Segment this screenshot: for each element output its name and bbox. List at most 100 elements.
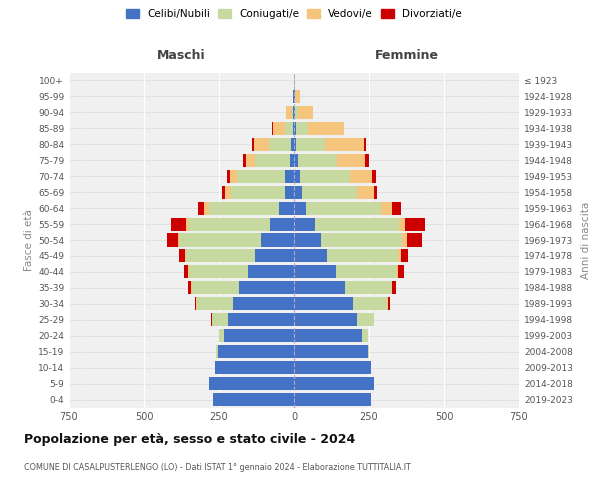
Bar [279, 202, 294, 214]
Text: COMUNE DI CASALPUSTERLENGO (LO) - Dati ISTAT 1° gennaio 2024 - Elaborazione TUTT: COMUNE DI CASALPUSTERLENGO (LO) - Dati I… [24, 462, 411, 471]
Bar [321, 234, 402, 246]
Bar [237, 170, 285, 182]
Bar [286, 106, 292, 119]
Bar [293, 90, 294, 103]
Bar [246, 154, 255, 167]
Bar [225, 186, 231, 198]
Bar [372, 170, 376, 182]
Bar [293, 106, 294, 119]
Bar [298, 106, 313, 119]
Bar [186, 250, 255, 262]
Y-axis label: Anni di nascita: Anni di nascita [581, 202, 592, 278]
Bar [209, 202, 279, 214]
Bar [291, 138, 294, 151]
Bar [398, 250, 401, 262]
Bar [261, 234, 294, 246]
Bar [215, 361, 294, 374]
Bar [285, 186, 294, 198]
Text: Maschi: Maschi [157, 49, 206, 62]
Bar [294, 234, 321, 246]
Bar [293, 122, 294, 135]
Bar [243, 154, 246, 167]
Bar [198, 202, 204, 214]
Bar [189, 218, 270, 230]
Bar [294, 138, 296, 151]
Bar [294, 393, 371, 406]
Bar [295, 106, 298, 119]
Bar [300, 170, 349, 182]
Bar [295, 90, 300, 103]
Bar [227, 170, 229, 182]
Bar [407, 234, 421, 246]
Bar [191, 282, 192, 294]
Bar [353, 298, 387, 310]
Bar [231, 186, 285, 198]
Legend: Celibi/Nubili, Coniugati/e, Vedovi/e, Divorziati/e: Celibi/Nubili, Coniugati/e, Vedovi/e, Di… [122, 5, 466, 24]
Bar [306, 202, 381, 214]
Bar [361, 329, 367, 342]
Bar [185, 250, 186, 262]
Bar [294, 250, 327, 262]
Bar [401, 250, 408, 262]
Bar [255, 250, 294, 262]
Bar [188, 282, 191, 294]
Bar [255, 154, 290, 167]
Bar [365, 154, 369, 167]
Y-axis label: Fasce di età: Fasce di età [24, 209, 34, 271]
Bar [405, 218, 425, 230]
Bar [270, 218, 294, 230]
Bar [315, 218, 399, 230]
Bar [392, 202, 401, 214]
Bar [194, 298, 196, 310]
Bar [349, 170, 372, 182]
Bar [357, 313, 373, 326]
Bar [294, 345, 367, 358]
Bar [357, 186, 373, 198]
Bar [294, 377, 373, 390]
Bar [337, 154, 365, 167]
Bar [180, 234, 261, 246]
Bar [294, 218, 315, 230]
Bar [186, 218, 189, 230]
Bar [211, 313, 212, 326]
Bar [184, 266, 188, 278]
Bar [367, 345, 369, 358]
Bar [294, 122, 296, 135]
Bar [294, 313, 357, 326]
Bar [308, 122, 343, 135]
Bar [325, 138, 364, 151]
Bar [269, 138, 291, 151]
Bar [296, 122, 308, 135]
Bar [197, 298, 233, 310]
Bar [192, 282, 239, 294]
Bar [398, 266, 404, 278]
Bar [294, 329, 361, 342]
Bar [396, 266, 398, 278]
Bar [219, 329, 223, 342]
Bar [294, 266, 336, 278]
Bar [171, 218, 186, 230]
Bar [345, 282, 392, 294]
Bar [212, 313, 228, 326]
Bar [294, 154, 298, 167]
Bar [343, 122, 344, 135]
Bar [399, 218, 405, 230]
Bar [373, 186, 377, 198]
Bar [178, 234, 180, 246]
Bar [223, 329, 294, 342]
Bar [290, 154, 294, 167]
Bar [204, 202, 209, 214]
Text: Popolazione per età, sesso e stato civile - 2024: Popolazione per età, sesso e stato civil… [24, 432, 355, 446]
Bar [294, 90, 295, 103]
Bar [298, 154, 337, 167]
Bar [272, 122, 273, 135]
Bar [189, 266, 248, 278]
Bar [294, 106, 295, 119]
Bar [179, 250, 185, 262]
Bar [336, 266, 396, 278]
Bar [402, 234, 407, 246]
Bar [302, 186, 357, 198]
Bar [294, 298, 353, 310]
Bar [292, 106, 293, 119]
Bar [294, 186, 302, 198]
